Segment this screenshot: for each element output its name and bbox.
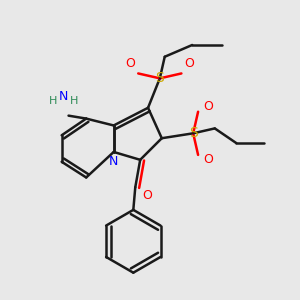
Text: S: S [155,71,164,85]
Text: N: N [109,155,118,168]
Text: H: H [49,96,57,106]
Text: O: O [184,57,194,70]
Text: H: H [70,96,79,106]
Text: O: O [142,189,152,202]
Text: S: S [189,126,198,140]
Text: N: N [59,89,68,103]
Text: O: O [203,153,213,166]
Text: O: O [203,100,213,113]
Text: O: O [125,57,135,70]
